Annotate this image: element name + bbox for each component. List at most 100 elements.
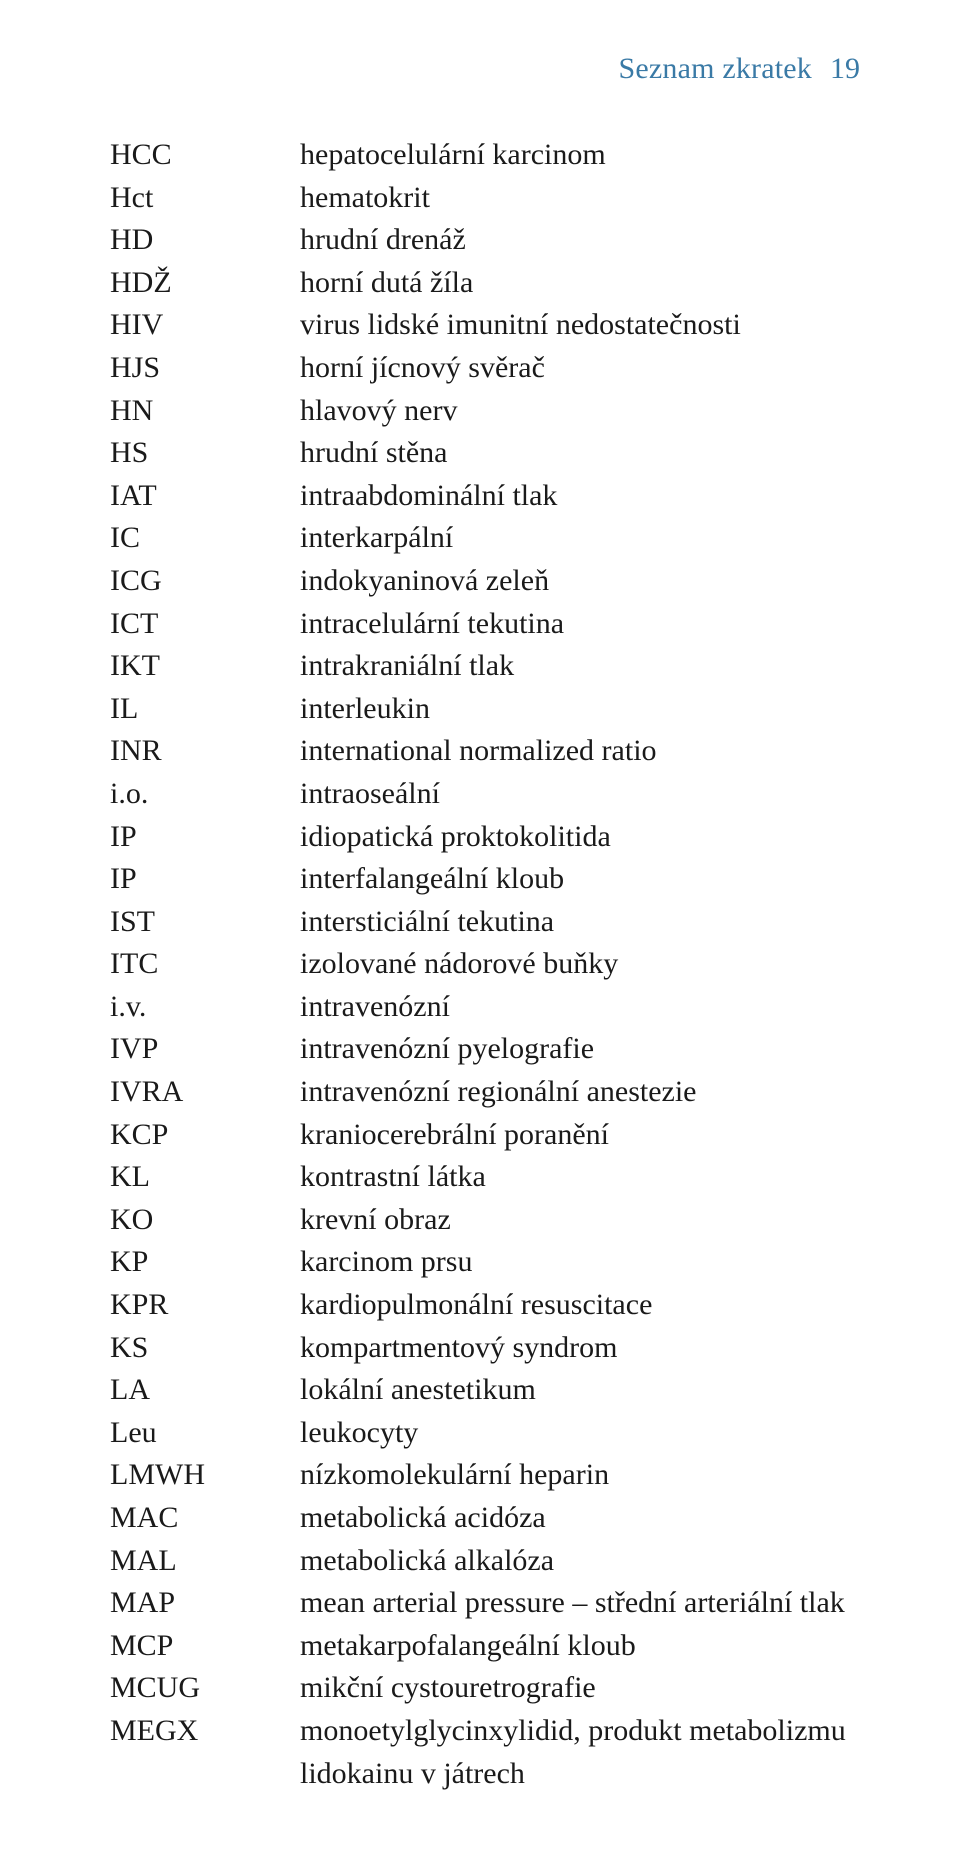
definition: hrudní stěna — [300, 432, 860, 475]
definition: izolované nádorové buňky — [300, 943, 860, 986]
abbreviation: LMWH — [110, 1454, 300, 1497]
abbreviation: ICT — [110, 603, 300, 646]
definition: indokyaninová zeleň — [300, 560, 860, 603]
list-item: MCUGmikční cystouretrografie — [110, 1667, 860, 1710]
page: Seznam zkratek 19 HCChepatocelulární kar… — [0, 0, 960, 1855]
running-header: Seznam zkratek 19 — [110, 52, 860, 86]
list-item: Leuleukocyty — [110, 1412, 860, 1455]
definition: intravenózní regionální anestezie — [300, 1071, 860, 1114]
definition: interfalangeální kloub — [300, 858, 860, 901]
abbreviation: INR — [110, 730, 300, 773]
abbreviation: IAT — [110, 475, 300, 518]
abbreviation: MAC — [110, 1497, 300, 1540]
abbreviation: KL — [110, 1156, 300, 1199]
abbreviation: IP — [110, 816, 300, 859]
abbreviation: ITC — [110, 943, 300, 986]
definition: intravenózní pyelografie — [300, 1028, 860, 1071]
definition: horní dutá žíla — [300, 262, 860, 305]
definition: metabolická alkalóza — [300, 1540, 860, 1583]
abbreviation: KCP — [110, 1114, 300, 1157]
abbreviation: MAL — [110, 1540, 300, 1583]
definition: leukocyty — [300, 1412, 860, 1455]
definition: international normalized ratio — [300, 730, 860, 773]
list-item: IKTintrakraniální tlak — [110, 645, 860, 688]
abbreviation: KPR — [110, 1284, 300, 1327]
definition: nízkomolekulární heparin — [300, 1454, 860, 1497]
abbreviation: IKT — [110, 645, 300, 688]
abbreviation: HDŽ — [110, 262, 300, 305]
abbreviation: Hct — [110, 177, 300, 220]
list-item: MAPmean arterial pressure – střední arte… — [110, 1582, 860, 1625]
definition: intraabdominální tlak — [300, 475, 860, 518]
abbreviation: IVRA — [110, 1071, 300, 1114]
list-item: ICinterkarpální — [110, 517, 860, 560]
list-item: INRinternational normalized ratio — [110, 730, 860, 773]
header-title: Seznam zkratek — [618, 52, 812, 86]
list-item: i.o.intraoseální — [110, 773, 860, 816]
abbreviation: MAP — [110, 1582, 300, 1625]
abbreviation: HCC — [110, 134, 300, 177]
list-item: HShrudní stěna — [110, 432, 860, 475]
list-item: KPkarcinom prsu — [110, 1241, 860, 1284]
abbreviation: MCP — [110, 1625, 300, 1668]
definition: hepatocelulární karcinom — [300, 134, 860, 177]
definition: monoetylglycinxylidid, produkt metaboliz… — [300, 1710, 860, 1795]
definition: metakarpofalangeální kloub — [300, 1625, 860, 1668]
abbreviation: KP — [110, 1241, 300, 1284]
definition: karcinom prsu — [300, 1241, 860, 1284]
list-item: MCPmetakarpofalangeální kloub — [110, 1625, 860, 1668]
abbreviation: HN — [110, 390, 300, 433]
abbreviation-list: HCChepatocelulární karcinomHcthematokrit… — [110, 134, 860, 1795]
list-item: KPRkardiopulmonální resuscitace — [110, 1284, 860, 1327]
list-item: MACmetabolická acidóza — [110, 1497, 860, 1540]
definition: krevní obraz — [300, 1199, 860, 1242]
list-item: HNhlavový nerv — [110, 390, 860, 433]
abbreviation: HS — [110, 432, 300, 475]
definition: horní jícnový svěrač — [300, 347, 860, 390]
list-item: ICGindokyaninová zeleň — [110, 560, 860, 603]
definition: interkarpální — [300, 517, 860, 560]
list-item: KCPkraniocerebrální poranění — [110, 1114, 860, 1157]
definition: intersticiální tekutina — [300, 901, 860, 944]
list-item: Hcthematokrit — [110, 177, 860, 220]
list-item: HIVvirus lidské imunitní nedostatečnosti — [110, 304, 860, 347]
definition: kompartmentový syndrom — [300, 1327, 860, 1370]
definition: intraoseální — [300, 773, 860, 816]
definition: hematokrit — [300, 177, 860, 220]
abbreviation: IL — [110, 688, 300, 731]
abbreviation: IP — [110, 858, 300, 901]
list-item: IATintraabdominální tlak — [110, 475, 860, 518]
abbreviation: IVP — [110, 1028, 300, 1071]
definition: intracelulární tekutina — [300, 603, 860, 646]
list-item: KSkompartmentový syndrom — [110, 1327, 860, 1370]
list-item: ILinterleukin — [110, 688, 860, 731]
list-item: i.v.intravenózní — [110, 986, 860, 1029]
list-item: IVRAintravenózní regionální anestezie — [110, 1071, 860, 1114]
list-item: KOkrevní obraz — [110, 1199, 860, 1242]
abbreviation: IC — [110, 517, 300, 560]
abbreviation: KS — [110, 1327, 300, 1370]
abbreviation: IST — [110, 901, 300, 944]
list-item: HJShorní jícnový svěrač — [110, 347, 860, 390]
list-item: ISTintersticiální tekutina — [110, 901, 860, 944]
list-item: ICTintracelulární tekutina — [110, 603, 860, 646]
abbreviation: HJS — [110, 347, 300, 390]
definition: kraniocerebrální poranění — [300, 1114, 860, 1157]
list-item: IVPintravenózní pyelografie — [110, 1028, 860, 1071]
abbreviation: HD — [110, 219, 300, 262]
list-item: IPinterfalangeální kloub — [110, 858, 860, 901]
definition: interleukin — [300, 688, 860, 731]
abbreviation: i.v. — [110, 986, 300, 1029]
abbreviation: ICG — [110, 560, 300, 603]
list-item: MEGXmonoetylglycinxylidid, produkt metab… — [110, 1710, 860, 1795]
definition: intravenózní — [300, 986, 860, 1029]
definition: intrakraniální tlak — [300, 645, 860, 688]
abbreviation: LA — [110, 1369, 300, 1412]
definition: hrudní drenáž — [300, 219, 860, 262]
abbreviation: Leu — [110, 1412, 300, 1455]
abbreviation: HIV — [110, 304, 300, 347]
list-item: HDŽhorní dutá žíla — [110, 262, 860, 305]
definition: mean arterial pressure – střední arteriá… — [300, 1582, 860, 1625]
definition: idiopatická proktokolitida — [300, 816, 860, 859]
list-item: HCChepatocelulární karcinom — [110, 134, 860, 177]
